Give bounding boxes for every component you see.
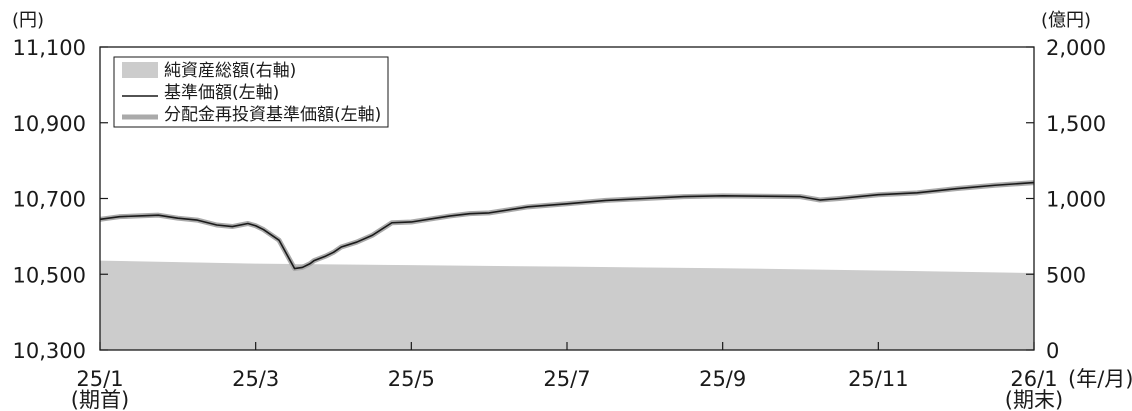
legend: 純資産総額(右軸) 基準価額(左軸) 分配金再投資基準価額(左軸) — [113, 56, 389, 128]
x-tick-label: 25/1 — [76, 367, 123, 391]
y-left-tick-label: 10,700 — [13, 188, 86, 212]
legend-label-net-assets: 純資産総額(右軸) — [164, 61, 296, 81]
nav-line — [99, 181, 1035, 270]
y-left-tick-label: 11,100 — [13, 36, 86, 60]
x-tick-label: 25/3 — [232, 367, 279, 391]
x-tick-label: 25/7 — [543, 367, 590, 391]
legend-swatch-net-assets — [122, 62, 158, 78]
legend-box — [113, 56, 389, 128]
axis-ticks: 11,100 10,900 10,700 10,500 10,300 2,000 1,500… — [13, 36, 1107, 391]
y-right-tick-label: 500 — [1046, 263, 1086, 287]
net-assets-area-layer — [100, 260, 1034, 350]
y-right-tick-label: 1,500 — [1046, 112, 1106, 136]
right-axis-unit: (億円) — [1041, 10, 1091, 31]
x-tick-label: 26/1 — [1010, 367, 1057, 391]
net-assets-area — [100, 260, 1034, 350]
y-right-tick-label: 0 — [1046, 339, 1059, 363]
x-axis-unit: (年/月) — [1068, 367, 1132, 391]
nav-lines-layer — [99, 180, 1035, 272]
legend-label-nav: 基準価額(左軸) — [164, 83, 279, 103]
x-last-sub-label: (期末) — [1005, 388, 1063, 411]
x-tick-label: 25/11 — [848, 367, 909, 391]
x-first-sub-label: (期首) — [71, 388, 129, 411]
y-left-tick-label: 10,900 — [13, 112, 86, 136]
y-left-tick-label: 10,300 — [13, 339, 86, 363]
x-tick-label: 25/5 — [388, 367, 435, 391]
y-left-tick-label: 10,500 — [13, 263, 86, 287]
legend-label-reinvested-nav: 分配金再投資基準価額(左軸) — [164, 105, 381, 125]
left-axis-unit: (円) — [12, 10, 44, 31]
y-right-tick-label: 1,000 — [1046, 188, 1106, 212]
x-tick-label: 25/9 — [699, 367, 746, 391]
y-right-tick-label: 2,000 — [1046, 36, 1106, 60]
